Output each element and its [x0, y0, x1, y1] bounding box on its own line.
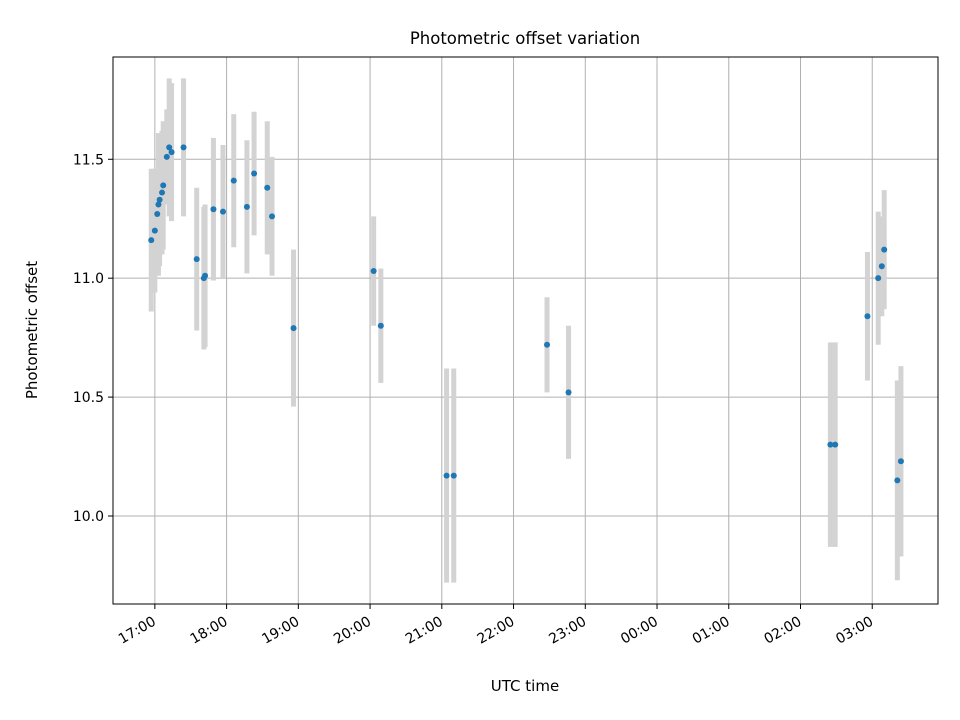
data-point [148, 237, 155, 244]
data-point [894, 477, 901, 484]
y-axis-label: Photometric offset [23, 261, 41, 399]
data-point [166, 144, 173, 151]
data-point [875, 275, 882, 282]
data-point [193, 256, 200, 263]
y-tick-label: 11.0 [73, 271, 104, 287]
data-point [168, 149, 175, 156]
data-points [148, 144, 904, 484]
data-point [443, 472, 450, 479]
data-point [251, 170, 258, 177]
data-point [450, 472, 457, 479]
data-point [220, 208, 226, 215]
data-point [202, 272, 209, 279]
y-tick-label: 10.0 [73, 509, 104, 525]
data-point [243, 203, 250, 210]
data-point [160, 182, 167, 189]
plot-frame [112, 56, 939, 605]
data-point [290, 325, 297, 332]
y-tick-label: 10.5 [73, 390, 104, 406]
data-point [155, 201, 162, 208]
data-point [163, 153, 170, 160]
data-point [370, 268, 377, 275]
data-point [180, 144, 187, 151]
data-point [264, 184, 271, 191]
data-point [827, 441, 834, 448]
data-point [377, 322, 384, 329]
data-point [210, 206, 217, 213]
data-point [881, 246, 888, 253]
grid-lines [113, 57, 938, 604]
chart-title: Photometric offset variation [410, 29, 640, 48]
data-point [156, 196, 163, 203]
data-point [878, 263, 885, 270]
x-axis-label: UTC time [491, 677, 559, 695]
data-point [544, 341, 551, 348]
data-point [159, 189, 166, 196]
data-point [832, 441, 839, 448]
data-point [897, 458, 904, 465]
data-point [154, 210, 161, 217]
data-point [151, 227, 158, 234]
y-axis-ticks: 10.0 10.5 11.0 11.5 [73, 152, 113, 525]
data-point [565, 389, 572, 396]
data-point [269, 213, 276, 220]
data-point [864, 313, 871, 320]
data-point [230, 177, 237, 184]
y-tick-label: 11.5 [73, 152, 104, 168]
